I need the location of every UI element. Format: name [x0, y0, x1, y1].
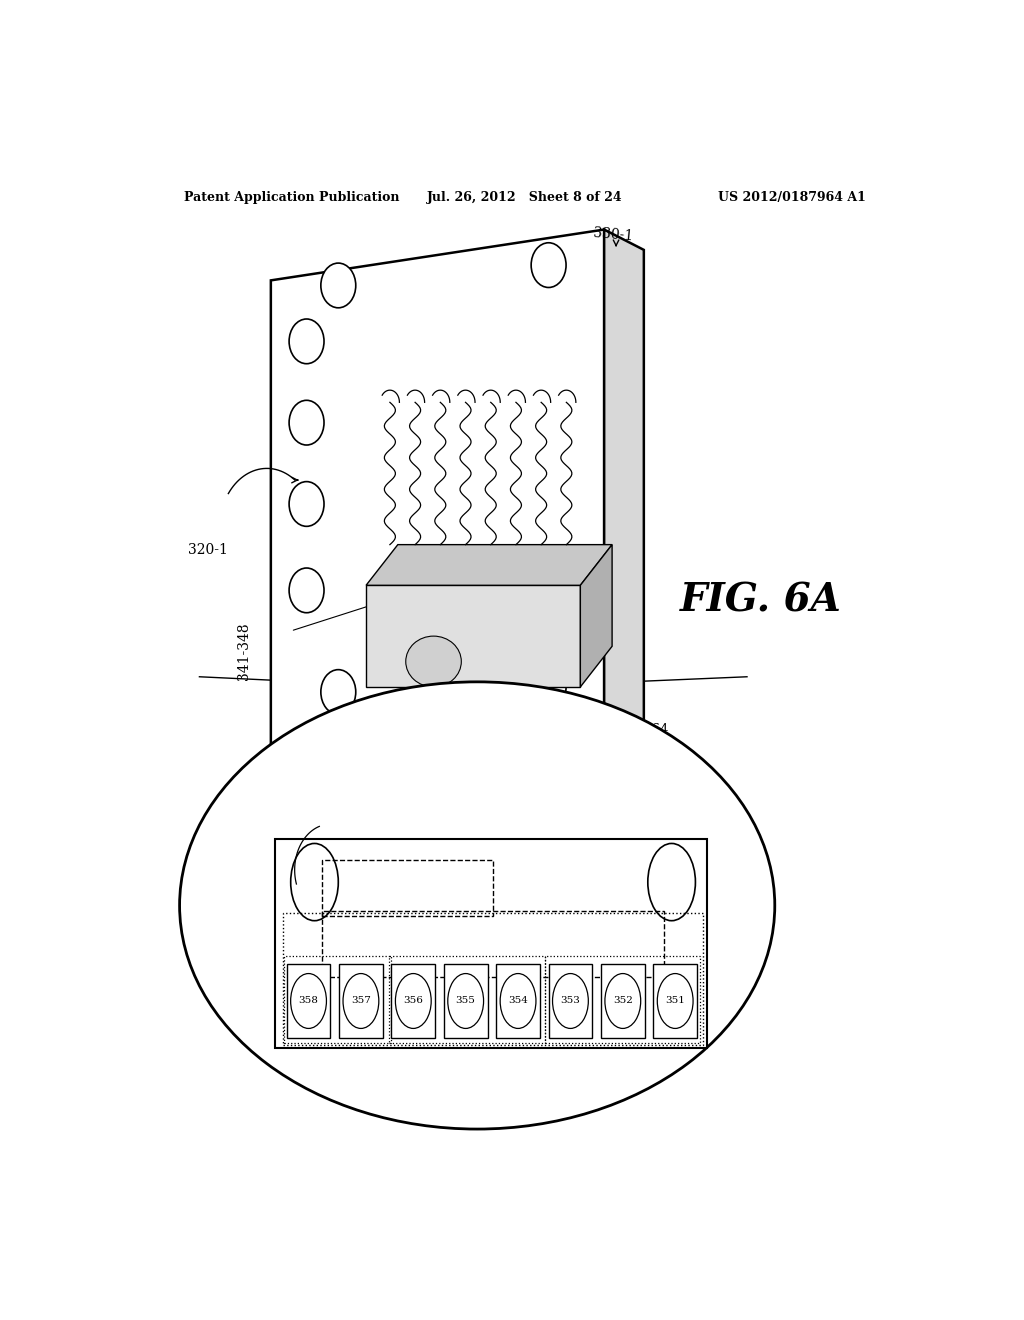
Circle shape	[289, 319, 324, 364]
Ellipse shape	[648, 843, 695, 921]
Circle shape	[531, 664, 566, 709]
Ellipse shape	[395, 974, 431, 1028]
FancyBboxPatch shape	[497, 965, 540, 1038]
Ellipse shape	[406, 636, 461, 686]
Text: 361: 361	[436, 611, 460, 623]
Text: 370: 370	[233, 892, 259, 904]
FancyBboxPatch shape	[653, 965, 697, 1038]
Text: 352: 352	[613, 997, 633, 1006]
Ellipse shape	[291, 843, 338, 921]
Ellipse shape	[291, 974, 327, 1028]
FancyBboxPatch shape	[549, 965, 592, 1038]
Circle shape	[289, 482, 324, 527]
Bar	[283, 912, 703, 1044]
Bar	[389, 956, 545, 1043]
Text: 371: 371	[568, 863, 594, 876]
Text: 360: 360	[468, 611, 492, 623]
Ellipse shape	[343, 974, 379, 1028]
Text: 371: 371	[404, 611, 428, 623]
Text: 362: 362	[719, 883, 744, 896]
Circle shape	[531, 243, 566, 288]
Text: 371a: 371a	[494, 1081, 527, 1094]
Text: 372: 372	[488, 723, 514, 735]
Text: 330-1: 330-1	[719, 916, 758, 929]
Text: 320-1: 320-1	[187, 543, 227, 557]
Ellipse shape	[657, 974, 693, 1028]
Circle shape	[321, 669, 355, 714]
Ellipse shape	[179, 682, 775, 1129]
Bar	[545, 956, 700, 1043]
Polygon shape	[581, 545, 612, 686]
Circle shape	[321, 263, 355, 308]
Text: 357: 357	[351, 997, 371, 1006]
Text: 351: 351	[666, 997, 685, 1006]
Text: Jul. 26, 2012   Sheet 8 of 24: Jul. 26, 2012 Sheet 8 of 24	[427, 191, 623, 203]
FancyBboxPatch shape	[443, 965, 487, 1038]
Text: 341-348: 341-348	[237, 623, 251, 680]
Text: 374: 374	[366, 723, 391, 735]
Polygon shape	[270, 230, 604, 768]
Bar	[323, 859, 494, 916]
Text: 356: 356	[403, 997, 423, 1006]
Polygon shape	[604, 230, 644, 738]
Ellipse shape	[447, 974, 483, 1028]
Text: 353: 353	[560, 997, 581, 1006]
Text: 371c: 371c	[441, 723, 474, 735]
Text: 373: 373	[233, 843, 259, 857]
Text: FIG. 6A: FIG. 6A	[680, 582, 842, 619]
Circle shape	[289, 568, 324, 612]
Polygon shape	[367, 545, 612, 585]
FancyBboxPatch shape	[339, 965, 383, 1038]
FancyBboxPatch shape	[391, 965, 435, 1038]
Text: 371b: 371b	[404, 1081, 438, 1094]
Text: 358: 358	[299, 997, 318, 1006]
Text: 363: 363	[404, 723, 430, 735]
Bar	[323, 911, 664, 977]
Text: 354: 354	[508, 997, 528, 1006]
Text: US 2012/0187964 A1: US 2012/0187964 A1	[718, 191, 866, 203]
FancyBboxPatch shape	[287, 965, 331, 1038]
Text: 355: 355	[456, 997, 475, 1006]
Text: Patent Application Publication: Patent Application Publication	[183, 191, 399, 203]
Ellipse shape	[500, 974, 536, 1028]
Text: 364: 364	[643, 723, 669, 735]
Circle shape	[289, 400, 324, 445]
Polygon shape	[367, 585, 581, 686]
Ellipse shape	[605, 974, 641, 1028]
Text: 361: 361	[457, 1081, 482, 1094]
Text: 370: 370	[370, 611, 394, 623]
Text: 360: 360	[540, 1081, 565, 1094]
Bar	[274, 840, 708, 1048]
Ellipse shape	[553, 974, 589, 1028]
Text: 330-1: 330-1	[592, 226, 633, 243]
FancyBboxPatch shape	[601, 965, 645, 1038]
Bar	[285, 956, 391, 1043]
